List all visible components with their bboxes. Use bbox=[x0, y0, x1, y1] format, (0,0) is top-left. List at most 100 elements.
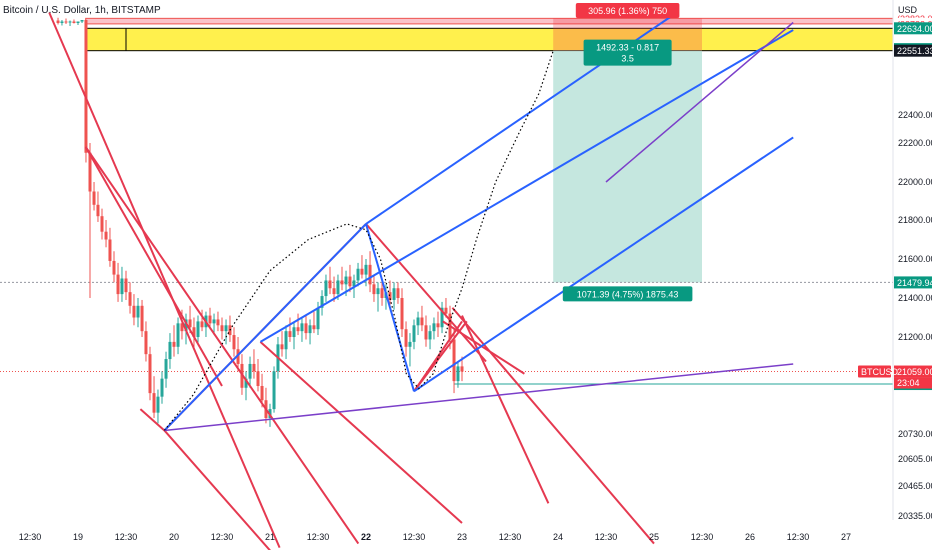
candle-body bbox=[360, 268, 364, 275]
candle-body bbox=[104, 231, 108, 240]
candle-body bbox=[172, 341, 176, 347]
price-tag: 22634.00 bbox=[894, 22, 932, 35]
symbol-tag-bg bbox=[858, 365, 891, 378]
candle-body bbox=[328, 280, 332, 289]
candle-body bbox=[456, 366, 460, 382]
candle bbox=[212, 313, 216, 336]
candle-body bbox=[292, 327, 296, 337]
candle bbox=[56, 17, 60, 25]
candle bbox=[208, 307, 212, 330]
candle bbox=[168, 333, 172, 369]
time-axis[interactable]: 12:30 19 12:30 20 12:30 21 12:30 22 12:30 23 12:30… bbox=[19, 532, 851, 542]
candle-body bbox=[312, 325, 316, 330]
x-tick-label: 12:30 bbox=[499, 532, 522, 542]
candle-body bbox=[56, 20, 60, 23]
trendlines-layer bbox=[48, 12, 794, 550]
y-tick-label: 21400.00 bbox=[898, 293, 932, 303]
price-tag-bg bbox=[894, 44, 932, 57]
candle bbox=[256, 359, 260, 392]
candle-body bbox=[316, 307, 320, 330]
red-trendline bbox=[259, 341, 463, 524]
candle bbox=[304, 315, 308, 340]
candle-body bbox=[260, 386, 264, 401]
x-tick-label: 20 bbox=[169, 532, 179, 542]
candle-body bbox=[120, 278, 124, 295]
candle bbox=[196, 315, 200, 345]
candle-body bbox=[92, 191, 96, 205]
candle-body bbox=[444, 307, 448, 314]
candle bbox=[428, 325, 432, 350]
candle-body bbox=[180, 323, 184, 332]
y-tick-label: 21200.00 bbox=[898, 332, 932, 342]
candle bbox=[420, 305, 424, 332]
candle-body bbox=[356, 268, 360, 281]
candle-body bbox=[100, 216, 104, 232]
x-tick-label: 12:30 bbox=[307, 532, 330, 542]
candle-body bbox=[128, 292, 132, 306]
candle-body bbox=[308, 325, 312, 334]
candle-body bbox=[124, 278, 128, 293]
candle bbox=[68, 20, 72, 26]
candle bbox=[172, 325, 176, 357]
candle bbox=[96, 191, 100, 222]
projection-path-layer bbox=[163, 50, 554, 431]
blue-trendline bbox=[413, 136, 794, 393]
candle bbox=[220, 317, 224, 340]
candle-body bbox=[148, 354, 152, 394]
candle bbox=[436, 311, 440, 337]
candle bbox=[432, 317, 436, 340]
position-target-label-text: 305.96 (1.36%) 750 bbox=[588, 6, 667, 16]
candle bbox=[248, 356, 252, 388]
candle bbox=[252, 349, 256, 379]
red-trendline bbox=[461, 315, 550, 504]
candle-body bbox=[432, 323, 436, 332]
red-trendline bbox=[163, 429, 271, 550]
candle bbox=[312, 311, 316, 334]
candle bbox=[232, 327, 236, 357]
chart-title: Bitcoin / U.S. Dollar, 1h, BITSTAMP bbox=[3, 5, 161, 16]
position-stop-label: 1071.39 (4.75%) 1875.43 bbox=[562, 286, 693, 302]
candle-body bbox=[176, 323, 180, 347]
candle-body bbox=[368, 264, 372, 285]
zones-layer bbox=[85, 17, 894, 283]
candle-body bbox=[192, 327, 196, 337]
candle-body bbox=[140, 305, 144, 332]
candle-body bbox=[428, 331, 432, 340]
candle-body bbox=[248, 363, 252, 379]
blue-trendline bbox=[259, 29, 794, 343]
candle bbox=[108, 227, 112, 267]
red-trendline bbox=[365, 223, 487, 363]
candle-body bbox=[452, 339, 456, 382]
candle bbox=[320, 290, 324, 316]
candle bbox=[404, 321, 408, 357]
x-tick-label: 21 bbox=[265, 532, 275, 542]
candle-body bbox=[256, 371, 260, 386]
candle-body bbox=[372, 284, 376, 295]
position-target-label-bg bbox=[575, 3, 680, 18]
price-tags: (22833.00)(22722.00)22634.0022555.002255… bbox=[858, 12, 932, 391]
candle bbox=[400, 288, 404, 337]
candle-body bbox=[76, 21, 80, 23]
x-tick-label: 12:30 bbox=[595, 532, 618, 542]
x-tick-label: 19 bbox=[73, 532, 83, 542]
candle-body bbox=[84, 20, 88, 153]
candle-body bbox=[212, 319, 216, 324]
candle-body bbox=[460, 366, 464, 372]
candle-body bbox=[272, 371, 276, 410]
candle-body bbox=[352, 280, 356, 287]
x-tick-label: 12:30 bbox=[19, 532, 42, 542]
position-stop-label-text: 1071.39 (4.75%) 1875.43 bbox=[577, 289, 679, 299]
candle bbox=[116, 262, 120, 302]
candle bbox=[348, 264, 352, 293]
y-tick-label: 22200.00 bbox=[898, 138, 932, 148]
candle bbox=[372, 274, 376, 302]
candle-body bbox=[116, 274, 120, 295]
candle bbox=[360, 255, 364, 279]
candle-body bbox=[364, 264, 368, 275]
candle-body bbox=[60, 21, 64, 23]
candle bbox=[60, 20, 64, 26]
candle bbox=[176, 317, 180, 355]
y-tick-label: 20605.00 bbox=[898, 454, 932, 464]
